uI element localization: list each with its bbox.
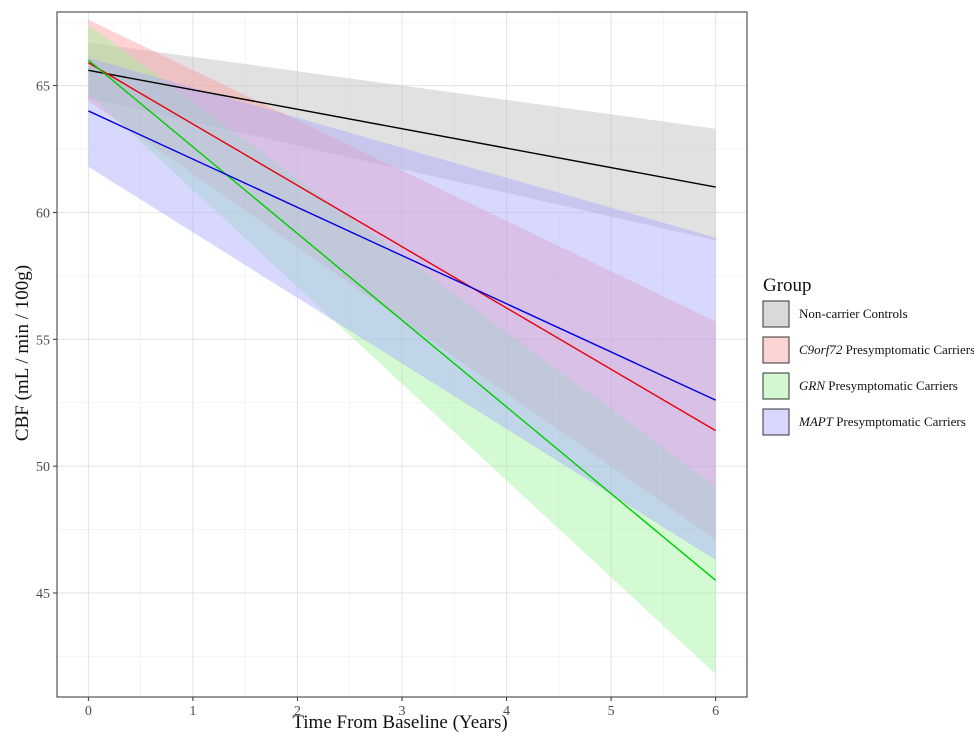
series-line-0: [88, 69, 716, 188]
series-lines: [87, 59, 717, 581]
confidence-band-2: [88, 24, 716, 675]
x-axis-ticks: 0 1 2 3 4 5 6: [85, 697, 719, 719]
y-tick-label: 45: [36, 587, 50, 602]
series-line-3: [88, 110, 716, 401]
confidence-band-1: [88, 19, 716, 540]
y-tick-label: 65: [36, 80, 50, 95]
y-tick-label: 60: [36, 206, 50, 221]
x-tick-label: 1: [189, 704, 196, 719]
x-tick-label: 6: [712, 704, 719, 719]
major-gridlines: [57, 12, 747, 697]
legend-title: Group: [763, 275, 812, 296]
legend-label-0: Non-carrier Controls: [799, 306, 908, 321]
legend-label-3: MAPT Presymptomatic Carriers: [798, 414, 966, 429]
series-line-2: [87, 59, 717, 581]
legend: Group Non-carrier Controls C9orf72 Presym…: [762, 275, 974, 436]
x-tick-label: 0: [85, 704, 92, 719]
legend-key-0: [762, 300, 790, 328]
series-line-1: [88, 62, 716, 432]
y-axis-ticks: 45 50 55 60 65: [36, 80, 57, 602]
y-axis-title: CBF (mL / min / 100g): [12, 265, 33, 441]
y-tick-label: 50: [36, 460, 50, 475]
legend-key-3: [762, 408, 790, 436]
x-axis-title: Time From Baseline (Years): [292, 712, 507, 733]
x-tick-label: 5: [608, 704, 615, 719]
legend-label-2: GRN Presymptomatic Carriers: [799, 378, 958, 393]
legend-key-1: [762, 336, 790, 364]
x-tick-label: 2: [294, 704, 301, 719]
legend-label-1: C9orf72 Presymptomatic Carriers: [799, 342, 974, 357]
y-tick-label: 55: [36, 333, 50, 348]
confidence-band-0: [88, 42, 716, 241]
x-tick-label: 4: [503, 704, 510, 719]
legend-key-2: [762, 372, 790, 400]
x-tick-label: 3: [399, 704, 406, 719]
